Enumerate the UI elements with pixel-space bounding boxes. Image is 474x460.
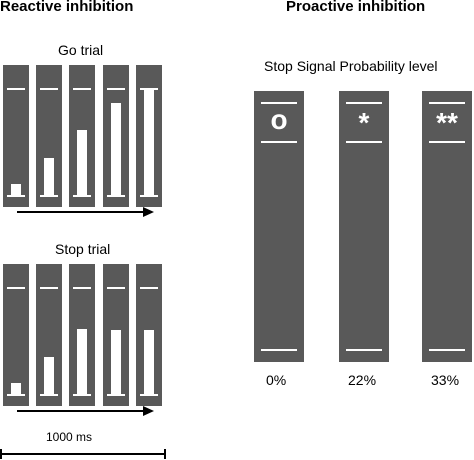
- stop-trial-bar-2: [36, 264, 62, 406]
- stop-trial-bar-4-top-line: [107, 287, 125, 289]
- condition-2-bar: **: [422, 91, 472, 362]
- go-trial-time-arrow: [17, 211, 145, 213]
- go-trial-bar-2: [36, 65, 62, 207]
- go-trial-bar-5: [136, 65, 162, 207]
- condition-1-symbol: *: [358, 107, 370, 138]
- stop-trial-bar-1: [3, 264, 29, 406]
- go-trial-bar-4: [103, 65, 129, 207]
- go-trial-bar-3-top-line: [73, 88, 91, 90]
- condition-1-bottom-line: [346, 349, 382, 351]
- condition-2-percent: 33%: [431, 372, 460, 388]
- go-trial-bar-2-top-line: [40, 88, 58, 90]
- condition-1-bar: *: [339, 91, 389, 362]
- stop-trial-label: Stop trial: [55, 241, 111, 257]
- condition-0-bar: o: [254, 91, 304, 362]
- stop-signal-probability-title: Stop Signal Probability level: [264, 58, 438, 74]
- reactive-inhibition-heading: Reactive inhibition: [0, 0, 134, 15]
- condition-0-top-line: [261, 102, 297, 104]
- go-trial-label: Go trial: [58, 42, 104, 58]
- go-trial-bar-3: [69, 65, 95, 207]
- stop-trial-bar-3: [69, 264, 95, 406]
- stop-trial-bar-3-top-line: [73, 287, 91, 289]
- condition-2-upper-line: [429, 141, 465, 143]
- stop-trial-bar-4: [103, 264, 129, 406]
- condition-1-top-line: [346, 102, 382, 104]
- stop-trial-bar-4-fill: [111, 330, 121, 396]
- go-trial-bar-5-fill: [144, 89, 154, 197]
- go-trial-bar-1-fill: [11, 184, 21, 197]
- condition-1-upper-line: [346, 141, 382, 143]
- condition-0-bottom-line: [261, 349, 297, 351]
- go-trial-bar-3-fill: [77, 130, 87, 197]
- stop-trial-bar-5-top-line: [140, 287, 158, 289]
- stop-trial-time-arrow: [17, 410, 145, 412]
- stop-trial-bar-2-fill: [44, 357, 54, 396]
- go-trial-bar-4-top-line: [107, 88, 125, 90]
- stop-trial-bar-1-fill: [11, 383, 21, 396]
- stop-trial-bar-2-top-line: [40, 287, 58, 289]
- condition-2-bottom-line: [429, 349, 465, 351]
- stop-trial-bar-1-top-line: [7, 287, 25, 289]
- proactive-inhibition-heading: Proactive inhibition: [286, 0, 426, 15]
- time-scale-label: 1000 ms: [46, 430, 93, 444]
- condition-0-percent: 0%: [266, 372, 287, 388]
- stop-trial-bar-5: [136, 264, 162, 406]
- go-trial-arrowhead-icon: [143, 207, 154, 217]
- time-scale-right-tick: [164, 449, 166, 459]
- go-trial-bar-4-fill: [111, 103, 121, 197]
- condition-0-symbol: o: [270, 104, 288, 135]
- condition-2-top-line: [429, 102, 465, 104]
- stop-trial-bar-3-fill: [77, 329, 87, 396]
- go-trial-bar-1: [3, 65, 29, 207]
- stop-trial-arrowhead-icon: [143, 406, 154, 416]
- stop-trial-bar-5-fill: [144, 330, 154, 396]
- condition-0-upper-line: [261, 141, 297, 143]
- condition-2-symbol: **: [436, 107, 458, 138]
- time-scale-line: [0, 453, 166, 455]
- condition-1-percent: 22%: [348, 372, 377, 388]
- go-trial-bar-2-fill: [44, 158, 54, 197]
- go-trial-bar-1-top-line: [7, 88, 25, 90]
